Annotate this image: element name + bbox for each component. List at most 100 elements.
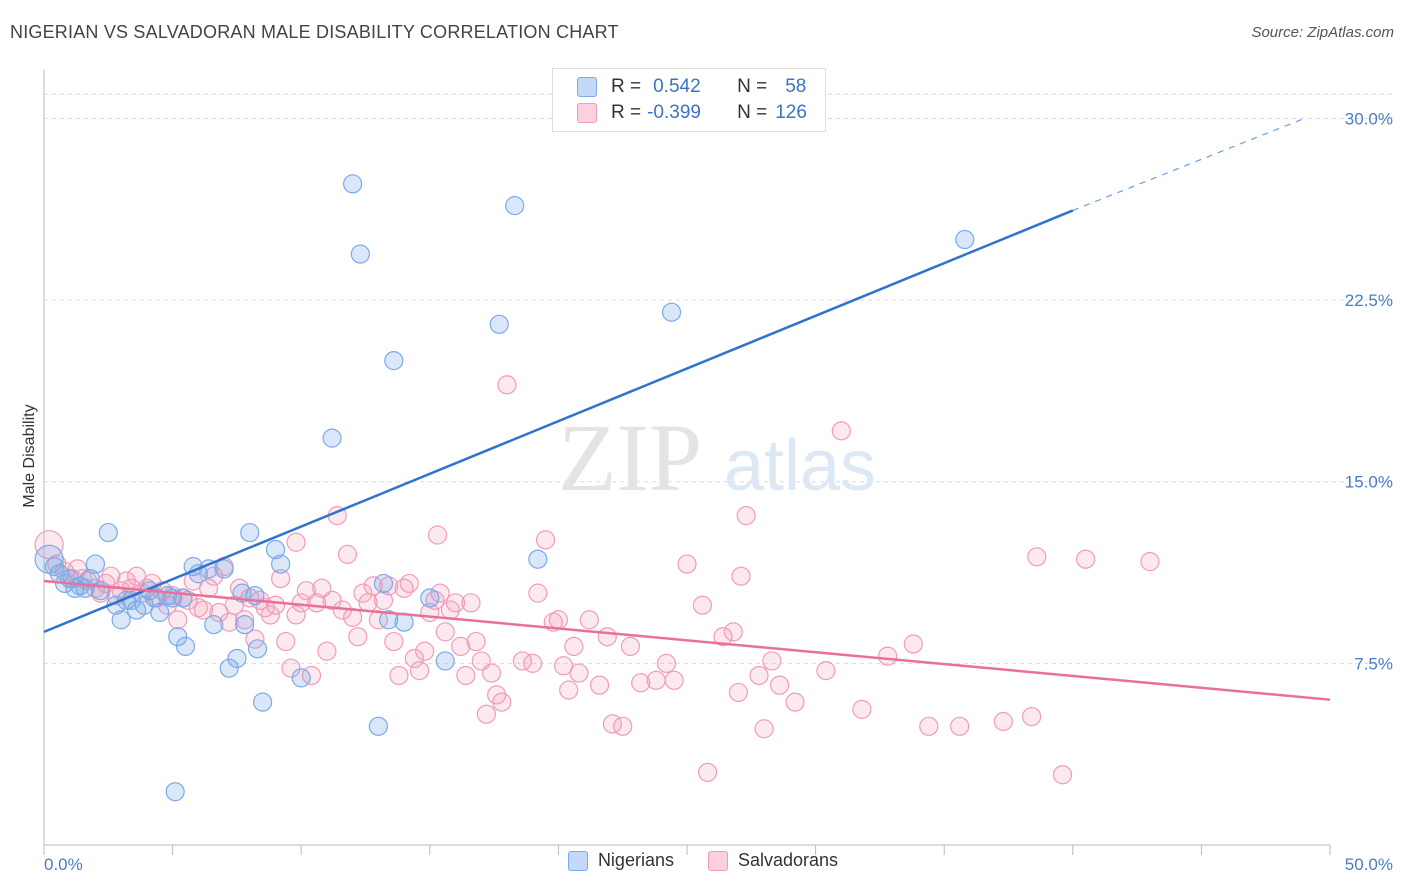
salvadoran-point bbox=[1027, 547, 1047, 567]
legend-swatch-nigerians bbox=[567, 850, 588, 871]
nigerian-point bbox=[240, 522, 260, 543]
legend-n-label: N = bbox=[737, 76, 768, 97]
grid-lines bbox=[44, 93, 1392, 664]
nigerian-point bbox=[150, 602, 170, 623]
salvadoran-points bbox=[34, 375, 1160, 785]
salvadoran-point bbox=[409, 661, 430, 681]
nigerian-point bbox=[661, 302, 682, 322]
nigerian-trend-extension bbox=[1072, 117, 1305, 212]
y-axis-label: Male Disability bbox=[21, 404, 38, 507]
salvadoran-point bbox=[427, 525, 448, 545]
salvadoran-point bbox=[415, 641, 435, 661]
nigerian-point bbox=[955, 229, 975, 250]
salvadoran-point bbox=[235, 610, 255, 630]
salvadoran-point bbox=[664, 670, 684, 690]
salvadoran-point bbox=[265, 595, 286, 615]
salvadoran-point bbox=[731, 566, 751, 586]
axes bbox=[43, 70, 1331, 855]
salvadoran-point bbox=[399, 573, 419, 594]
nigerian-point bbox=[505, 196, 525, 216]
salvadoran-point bbox=[993, 711, 1013, 732]
nigerian-trend-line bbox=[43, 209, 1074, 634]
nigerian-point bbox=[85, 554, 106, 574]
salvadoran-point bbox=[597, 627, 617, 647]
salvadoran-point bbox=[379, 576, 399, 596]
salvadoran-point bbox=[1076, 549, 1096, 569]
nigerian-point bbox=[271, 554, 291, 574]
nigerian-point bbox=[265, 539, 286, 560]
legend-swatch-salvadorans bbox=[707, 850, 728, 871]
salvadoran-trend-line bbox=[43, 579, 1331, 701]
nigerian-point bbox=[98, 522, 118, 543]
salvadoran-point bbox=[631, 673, 651, 693]
salvadoran-point bbox=[769, 675, 790, 695]
nigerian-point bbox=[111, 610, 131, 630]
nigerian-point bbox=[373, 573, 394, 594]
salvadoran-point bbox=[535, 530, 556, 550]
salvadoran-point bbox=[620, 636, 641, 657]
salvadoran-point bbox=[337, 544, 358, 564]
legend-item-salvadorans: Salvadorans bbox=[707, 850, 839, 871]
salvadoran-point bbox=[373, 590, 394, 610]
watermark-zip: ZIP bbox=[558, 404, 702, 511]
nigerian-point bbox=[204, 615, 224, 635]
salvadoran-point bbox=[209, 602, 229, 623]
watermark-atlas: atlas bbox=[724, 426, 876, 506]
salvadoran-point bbox=[831, 421, 851, 441]
y-tick-label: 15.0% bbox=[1345, 473, 1393, 492]
salvadoran-point bbox=[271, 568, 291, 589]
nigerian-point bbox=[219, 658, 239, 678]
legend-label-salvadorans: Salvadorans bbox=[737, 850, 839, 870]
salvadoran-point bbox=[749, 665, 769, 686]
nigerian-point bbox=[384, 351, 404, 371]
salvadoran-point bbox=[762, 651, 782, 671]
salvadoran-point bbox=[569, 663, 589, 683]
salvadoran-point bbox=[523, 653, 543, 673]
series-legend: Nigerians Salvadorans bbox=[0, 850, 1406, 871]
salvadoran-point bbox=[548, 610, 569, 630]
legend-swatch-nigerians bbox=[577, 77, 597, 97]
salvadoran-point bbox=[466, 631, 486, 652]
nigerian-point bbox=[214, 559, 234, 579]
salvadoran-point bbox=[389, 665, 409, 686]
tick-labels: 7.5% 15.0% 22.5% 30.0% 0.0% 50.0% bbox=[44, 109, 1393, 874]
salvadoran-point bbox=[697, 762, 718, 782]
x-tick-label: 0.0% bbox=[44, 855, 83, 874]
nigerian-point bbox=[235, 615, 255, 635]
salvadoran-point bbox=[430, 583, 450, 603]
salvadoran-point bbox=[101, 566, 121, 586]
salvadoran-point bbox=[528, 583, 548, 603]
salvadoran-point bbox=[589, 675, 610, 695]
salvadoran-point bbox=[713, 627, 733, 647]
salvadoran-point bbox=[852, 699, 872, 719]
salvadoran-point bbox=[613, 716, 633, 736]
salvadoran-point bbox=[260, 605, 280, 625]
legend-n-label: N = bbox=[737, 102, 768, 123]
salvadoran-point bbox=[476, 704, 496, 724]
legend-row-salvadorans: R = -0.399 N = 126 bbox=[577, 100, 807, 126]
nigerian-point bbox=[368, 716, 388, 736]
watermark: ZIP atlas bbox=[558, 404, 876, 511]
legend-r-value: 0.542 bbox=[653, 76, 701, 97]
salvadoran-point bbox=[723, 622, 743, 642]
nigerian-point bbox=[134, 595, 154, 615]
salvadoran-point bbox=[456, 665, 476, 686]
salvadoran-point bbox=[553, 656, 574, 676]
stats-legend: R = 0.542 N = 58 R = -0.399 N = 126 bbox=[552, 68, 826, 132]
salvadoran-point bbox=[692, 595, 713, 615]
salvadoran-point bbox=[736, 506, 756, 526]
salvadoran-point bbox=[276, 631, 296, 652]
salvadoran-point bbox=[461, 593, 481, 613]
nigerian-point bbox=[173, 588, 193, 608]
salvadoran-point bbox=[785, 692, 805, 712]
salvadoran-point bbox=[188, 598, 208, 618]
salvadoran-point bbox=[497, 375, 517, 395]
salvadoran-point bbox=[564, 636, 584, 657]
salvadoran-point bbox=[286, 532, 306, 552]
nigerian-point bbox=[165, 782, 185, 802]
nigerian-point bbox=[435, 651, 455, 671]
salvadoran-point bbox=[492, 692, 512, 712]
salvadoran-point bbox=[646, 670, 666, 690]
salvadoran-point bbox=[754, 719, 774, 739]
